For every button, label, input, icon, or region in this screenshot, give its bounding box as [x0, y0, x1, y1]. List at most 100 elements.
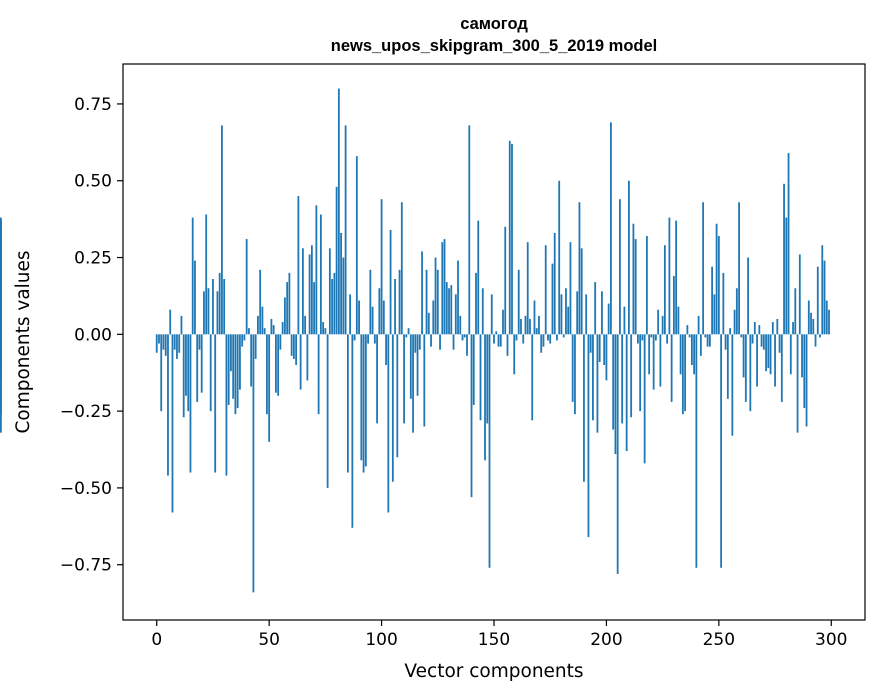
bar — [672, 275, 675, 335]
bar — [328, 248, 331, 335]
bar — [580, 248, 583, 335]
bar — [688, 334, 691, 338]
bar — [167, 334, 169, 476]
bar — [351, 334, 354, 528]
x-tick-label: 150 — [478, 630, 510, 650]
bar — [187, 334, 190, 412]
bar — [583, 334, 585, 482]
bar — [657, 309, 660, 335]
y-tick-label: 0.00 — [74, 325, 112, 345]
bar — [684, 334, 687, 412]
bar — [610, 122, 612, 335]
bar — [488, 334, 491, 568]
bar — [643, 334, 646, 464]
bar — [200, 334, 203, 393]
bar — [459, 315, 462, 335]
bar — [742, 334, 745, 378]
bar — [470, 334, 473, 498]
chart-subtitle: news_upos_skipgram_300_5_2019 model — [331, 37, 658, 55]
bar — [506, 334, 509, 356]
bar — [452, 334, 455, 350]
bar — [385, 334, 387, 366]
bar — [443, 239, 446, 335]
bar — [257, 315, 259, 335]
bar — [479, 334, 482, 421]
bar — [295, 334, 298, 366]
bar — [160, 334, 163, 412]
bar — [747, 257, 749, 335]
bar — [178, 334, 181, 353]
bar — [454, 294, 457, 335]
bar — [771, 322, 774, 335]
bar — [333, 272, 336, 335]
bar — [367, 334, 369, 344]
bar — [619, 199, 621, 335]
bar — [542, 334, 545, 347]
bar — [425, 269, 428, 335]
x-tick-label: 0 — [151, 630, 162, 650]
bar — [578, 202, 581, 335]
bar — [477, 220, 480, 335]
bar — [787, 153, 790, 335]
bar — [803, 334, 806, 409]
bar — [706, 334, 709, 347]
bar — [252, 334, 255, 593]
bar — [448, 288, 450, 335]
bar — [378, 288, 381, 335]
bar — [735, 288, 738, 335]
bar — [825, 300, 828, 335]
bar — [205, 214, 208, 335]
bar — [690, 334, 693, 366]
y-tick-label: −0.25 — [60, 402, 112, 422]
bar — [650, 334, 653, 338]
bar — [814, 334, 817, 347]
bar — [535, 328, 538, 335]
bar — [738, 202, 740, 335]
y-tick-label: 0.75 — [74, 95, 112, 115]
bar — [358, 300, 360, 335]
bar — [693, 334, 696, 375]
bar — [290, 334, 293, 356]
bar — [245, 239, 248, 335]
bar — [531, 334, 534, 421]
bar — [412, 334, 414, 433]
bar — [185, 334, 187, 396]
bar — [376, 334, 378, 424]
bar — [812, 318, 815, 335]
bar — [648, 334, 651, 375]
bar — [614, 334, 617, 455]
bar — [792, 322, 794, 335]
bar — [434, 257, 437, 335]
bar — [497, 334, 500, 347]
bar — [681, 334, 684, 415]
bar — [310, 245, 313, 335]
bar — [661, 315, 664, 335]
bar — [549, 334, 552, 344]
bar — [628, 180, 630, 335]
bar — [387, 334, 390, 513]
bar — [189, 334, 192, 473]
bar — [322, 322, 325, 335]
bar — [654, 334, 657, 341]
chart-title: самогод — [460, 15, 528, 33]
bar — [601, 291, 603, 335]
bar — [223, 279, 226, 335]
bar — [538, 315, 540, 335]
bar — [234, 334, 237, 415]
y-axis-label: Components values — [13, 250, 34, 433]
bar — [783, 183, 785, 335]
bar — [603, 334, 606, 366]
bar — [191, 217, 194, 335]
bar — [560, 294, 563, 335]
bar — [196, 334, 199, 402]
bar — [216, 291, 219, 335]
bar — [317, 334, 320, 415]
y-axis-ticks: −0.75 −0.50 −0.25 0.00 0.25 0.50 0.75 — [60, 95, 123, 576]
bar — [659, 334, 662, 387]
bar — [828, 309, 830, 335]
y-tick-label: 0.25 — [74, 249, 112, 269]
bar — [194, 260, 196, 335]
bar — [457, 260, 459, 335]
bar — [180, 315, 183, 335]
bar — [529, 318, 531, 335]
